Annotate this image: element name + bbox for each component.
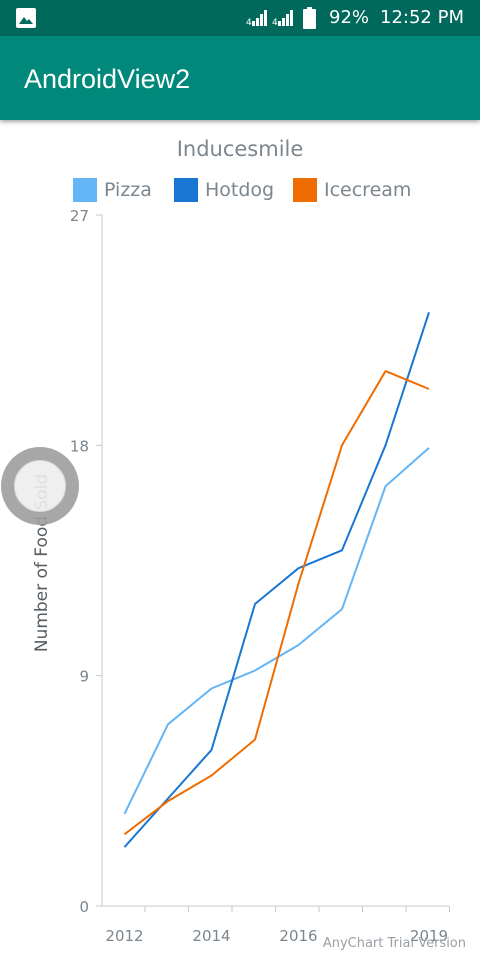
line-chart[interactable]: Inducesmile Pizza Hotdog Icecream 0 9 18 27 2012… <box>0 120 480 960</box>
svg-text:4: 4 <box>272 18 278 26</box>
series-line-hotdog <box>123 311 430 848</box>
legend-label: Icecream <box>324 179 411 201</box>
chart-title: Inducesmile <box>177 137 304 161</box>
series-line-icecream <box>123 370 430 836</box>
x-tick-label: 2019 <box>410 927 448 945</box>
y-tick-label: 9 <box>79 668 89 686</box>
signal-icon: 4 <box>246 10 267 26</box>
legend-swatch <box>73 178 97 202</box>
touch-indicator-icon <box>1 447 79 525</box>
y-tick-label: 27 <box>70 207 89 225</box>
chart-watermark: AnyChart Trial Version <box>323 936 466 951</box>
legend-swatch <box>293 178 317 202</box>
status-bar: 4 4 92% 12:52 PM <box>0 0 480 36</box>
battery-percent: 92% <box>329 7 370 28</box>
series-line-pizza <box>123 447 430 815</box>
battery-icon <box>303 7 316 29</box>
gallery-icon <box>16 8 36 28</box>
legend-label: Hotdog <box>205 179 274 201</box>
legend-swatch <box>174 178 198 202</box>
y-tick-label: 0 <box>79 898 89 916</box>
legend-label: Pizza <box>104 179 152 201</box>
app-bar: AndroidView2 <box>0 36 480 120</box>
x-tick-label: 2014 <box>192 927 230 945</box>
status-time: 12:52 PM <box>380 7 464 28</box>
svg-text:4: 4 <box>246 18 252 26</box>
chart-area[interactable]: Inducesmile Pizza Hotdog Icecream 0 9 18 27 2012… <box>0 120 480 960</box>
app-title: AndroidView2 <box>24 64 191 94</box>
x-tick-label: 2016 <box>279 927 317 945</box>
y-tick-label: 18 <box>70 437 89 455</box>
x-tick-label: 2012 <box>105 927 143 945</box>
signal-icon: 4 <box>272 10 293 26</box>
